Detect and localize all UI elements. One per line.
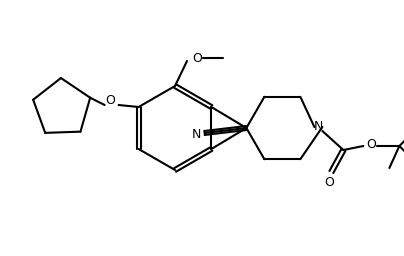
Text: N: N <box>191 127 201 141</box>
Text: O: O <box>366 138 376 152</box>
Text: O: O <box>192 51 202 65</box>
Text: N: N <box>314 121 323 133</box>
Text: O: O <box>106 94 116 108</box>
Text: O: O <box>324 176 335 188</box>
